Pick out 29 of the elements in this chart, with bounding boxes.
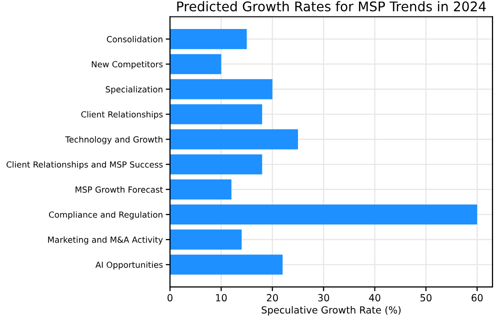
x-tick-label: 30 [318,294,330,302]
y-tick-label: Compliance and Regulation [48,211,162,220]
x-tick-label: 50 [420,294,432,302]
y-tick-label: MSP Growth Forecast [76,186,163,193]
y-tick-label: Client Relationships and MSP Success [6,161,163,170]
y-tick-label: AI Opportunities [95,261,163,270]
bar [170,29,247,50]
y-tick-label: Consolidation [106,36,162,42]
x-tick-label: 0 [168,294,172,302]
y-tick-label: Specialization [106,86,162,94]
chart-title: Predicted Growth Rates for MSP Trends in 2024 [177,1,486,12]
x-tick-label: 20 [266,294,278,302]
x-tick-label: 40 [369,294,380,302]
y-tick-label: Client Relationships [81,111,163,120]
bar [170,179,232,200]
bar [170,129,298,150]
y-tick-label: Marketing and M&A Activity [48,236,163,244]
bar [170,79,272,100]
x-tick-label: 10 [216,294,227,302]
y-tick-label: Technology and Growth [65,136,162,144]
bar [170,230,242,250]
x-tick-label: 60 [472,294,483,302]
bar [170,154,262,174]
bar [170,254,283,275]
y-tick-label: New Competitors [92,60,163,70]
bar [170,104,262,124]
bar [170,54,222,74]
x-axis-title: Speculative Growth Rate (%) [262,306,401,316]
bar [170,204,478,225]
